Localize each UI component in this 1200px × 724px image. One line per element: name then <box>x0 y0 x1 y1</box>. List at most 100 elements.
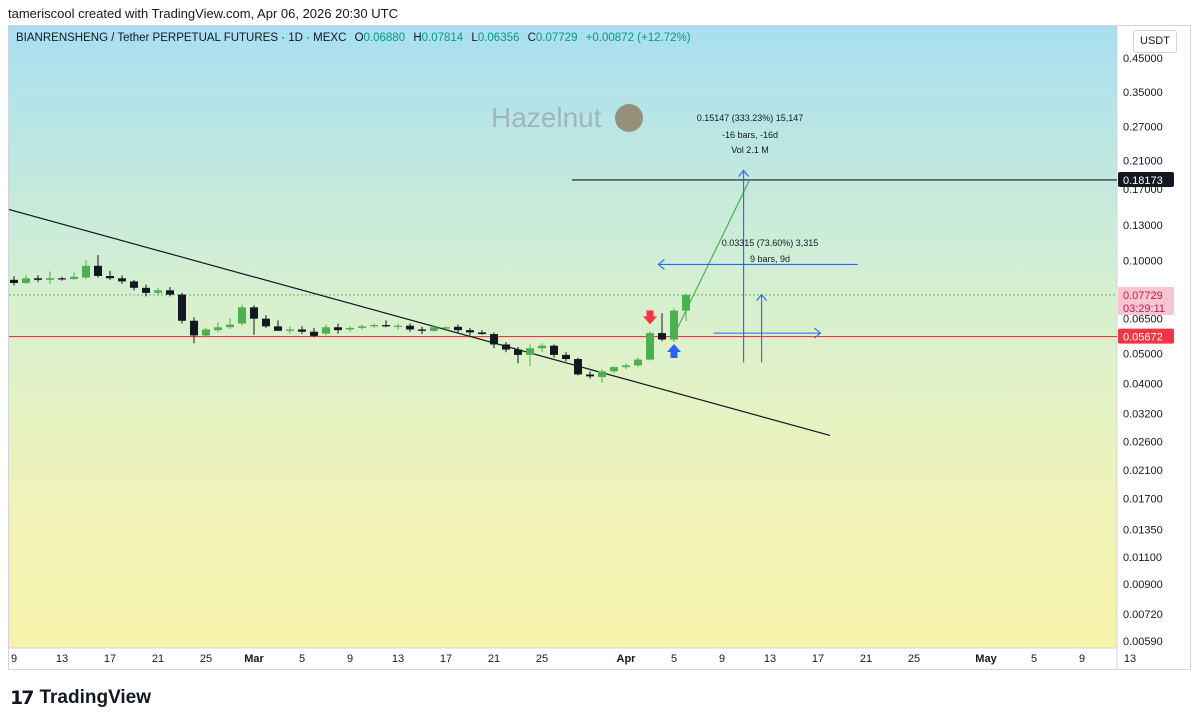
candle[interactable] <box>538 343 546 353</box>
candle[interactable] <box>310 327 318 338</box>
candle[interactable] <box>406 323 414 332</box>
candle[interactable] <box>574 357 582 376</box>
candle[interactable] <box>226 318 234 330</box>
y-axis-tick-label: 0.00900 <box>1123 579 1163 591</box>
x-axis-tick-label: 13 <box>1124 653 1136 665</box>
candle-body <box>658 333 666 340</box>
candle-body <box>34 278 42 280</box>
candle[interactable] <box>298 326 306 335</box>
candle[interactable] <box>478 330 486 335</box>
candle[interactable] <box>190 317 198 344</box>
chart-panel[interactable]: Hazelnut 0.15147 (333.23%) 15,147 -16 bar… <box>8 25 1191 670</box>
candle[interactable] <box>82 260 90 280</box>
y-axis-tick-label: 0.27000 <box>1123 122 1163 134</box>
candle[interactable] <box>646 331 654 361</box>
candle[interactable] <box>370 323 378 328</box>
candle[interactable] <box>202 327 210 338</box>
candle[interactable] <box>130 279 138 291</box>
candle[interactable] <box>250 305 258 335</box>
x-axis-tick-label: 17 <box>812 653 824 665</box>
candle[interactable] <box>586 371 594 379</box>
candle[interactable] <box>418 326 426 335</box>
candle[interactable] <box>46 271 54 284</box>
y-axis-tick-label: 0.13000 <box>1123 220 1163 232</box>
candle[interactable] <box>658 313 666 342</box>
x-axis-tick-label: 13 <box>392 653 404 665</box>
candle[interactable] <box>322 324 330 336</box>
open-value: 0.06880 <box>363 32 406 44</box>
candle[interactable] <box>670 308 678 342</box>
candle[interactable] <box>166 287 174 297</box>
candle[interactable] <box>142 284 150 297</box>
price-chart[interactable]: Hazelnut 0.15147 (333.23%) 15,147 -16 bar… <box>9 26 1190 669</box>
measure-annotation-small: 0.03315 (73.60%) 3,315 <box>722 238 819 248</box>
candle[interactable] <box>10 275 18 286</box>
candle[interactable] <box>118 275 126 284</box>
candle[interactable] <box>598 369 606 383</box>
candle[interactable] <box>334 323 342 334</box>
candle[interactable] <box>502 341 510 353</box>
candle[interactable] <box>154 287 162 296</box>
candle[interactable] <box>178 292 186 324</box>
candle-body <box>274 326 282 331</box>
candle[interactable] <box>454 324 462 333</box>
candle-body <box>106 275 114 279</box>
candle[interactable] <box>262 315 270 328</box>
candle[interactable] <box>394 323 402 330</box>
candle[interactable] <box>94 255 102 278</box>
candle[interactable] <box>34 275 42 283</box>
measure-annotation-large: -16 bars, -16d <box>722 130 778 140</box>
candle[interactable] <box>610 366 618 374</box>
measure-arrowhead-up-small <box>756 293 768 301</box>
tradingview-logo[interactable]: 17 TradingView <box>10 686 151 710</box>
measure-arrowhead-left <box>657 258 665 270</box>
candle[interactable] <box>58 276 66 281</box>
high-value: 0.07814 <box>421 32 464 44</box>
candle[interactable] <box>106 270 114 280</box>
candle[interactable] <box>430 325 438 332</box>
candle-body <box>130 281 138 288</box>
candle[interactable] <box>526 344 534 367</box>
x-axis-tick-label: 5 <box>1031 653 1037 665</box>
candle[interactable] <box>562 352 570 362</box>
support-price-tag[interactable]: 0.05672 <box>1118 328 1174 344</box>
resistance-price-tag[interactable]: 0.18173 <box>1118 171 1174 187</box>
candle[interactable] <box>238 304 246 326</box>
candle[interactable] <box>682 293 690 322</box>
candle-body <box>262 318 270 327</box>
candle[interactable] <box>358 324 366 330</box>
candle[interactable] <box>22 275 30 284</box>
symbol-name[interactable]: BIANRENSHENG / Tether PERPETUAL FUTURES … <box>16 32 347 44</box>
y-axis-tick-label: 0.05000 <box>1123 349 1163 361</box>
candle[interactable] <box>514 346 522 364</box>
candle-body <box>454 326 462 331</box>
candle[interactable] <box>442 326 450 331</box>
currency-button[interactable]: USDT <box>1133 30 1177 53</box>
candle[interactable] <box>274 320 282 331</box>
candle-body <box>418 329 426 331</box>
candle-body <box>406 325 414 330</box>
x-axis-tick-label: 9 <box>347 653 353 665</box>
tradingview-wordmark: TradingView <box>39 687 152 708</box>
candle[interactable] <box>346 326 354 332</box>
candle-body <box>598 371 606 377</box>
candle[interactable] <box>634 357 642 368</box>
candle[interactable] <box>622 363 630 370</box>
y-axis-tick-label: 0.10000 <box>1123 255 1163 267</box>
candle[interactable] <box>214 322 222 333</box>
candle-body <box>118 278 126 282</box>
candle[interactable] <box>70 272 78 280</box>
x-axis-tick-label: 5 <box>671 653 677 665</box>
candle[interactable] <box>466 327 474 336</box>
y-axis-tick-label: 0.21000 <box>1123 156 1163 168</box>
candle[interactable] <box>382 320 390 328</box>
candle[interactable] <box>550 344 558 358</box>
x-axis-tick-label: 5 <box>299 653 305 665</box>
candle-body <box>442 327 450 329</box>
candle-body <box>82 265 90 278</box>
descending-trendline[interactable] <box>9 208 831 437</box>
candle[interactable] <box>490 332 498 349</box>
projection-line[interactable] <box>673 179 751 336</box>
candle[interactable] <box>286 326 294 334</box>
